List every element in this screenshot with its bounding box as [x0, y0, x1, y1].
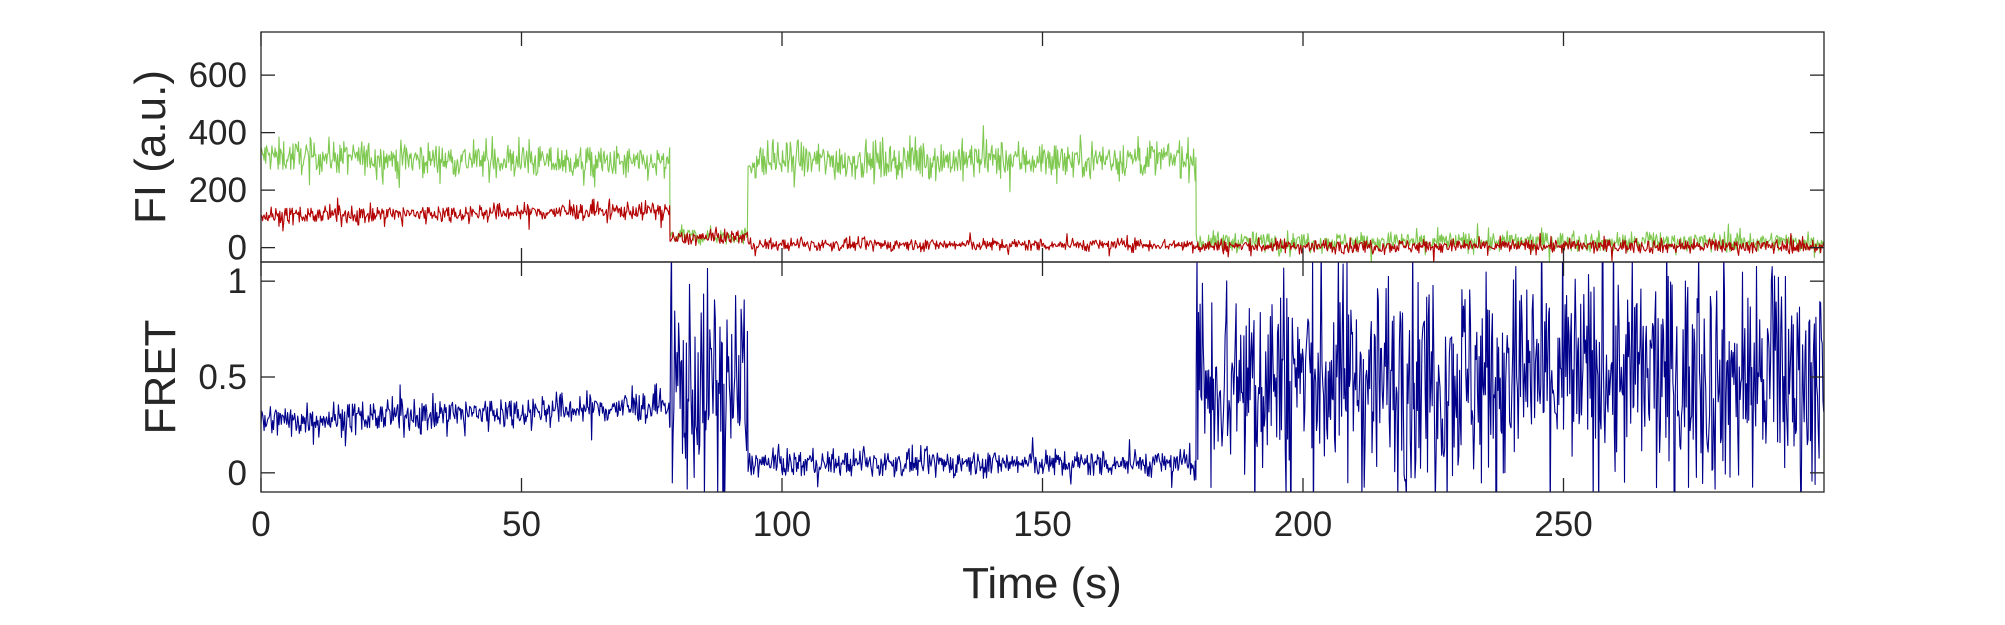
top-y-tick-label: 200	[189, 171, 247, 210]
top-y-tick-label: 0	[228, 229, 247, 268]
x-axis-title: Time (s)	[962, 559, 1122, 608]
x-tick-label: 150	[1013, 505, 1071, 544]
bottom-series-0-line	[261, 262, 1824, 492]
x-tick-label: 50	[502, 505, 541, 544]
x-tick-label: 0	[251, 505, 270, 544]
top-y-tick-label: 600	[189, 56, 247, 95]
bottom-series-group	[261, 262, 1824, 492]
x-axis-ticks: 0 50 100 150 200 250	[251, 262, 1593, 544]
top-series-group	[261, 125, 1824, 262]
top-panel-intensity: 0 200 400 600 FI (a.u.)	[126, 31, 1825, 268]
top-series-0-line	[261, 125, 1824, 262]
bottom-y-tick-label: 1	[228, 262, 247, 301]
x-tick-label: 250	[1534, 505, 1592, 544]
x-tick-label: 100	[753, 505, 811, 544]
bottom-y-tick-label: 0	[228, 454, 247, 493]
bottom-y-tick-label: 0.5	[198, 358, 247, 397]
top-y-axis-ticks: 0 200 400 600	[189, 32, 1824, 268]
bottom-y-axis-title: FRET	[136, 320, 185, 435]
bottom-panel-fret: 00.51 0 50 100 150 200 250 FRET Time (s)	[136, 261, 1825, 608]
top-y-tick-label: 400	[189, 114, 247, 153]
bottom-y-axis-ticks: 00.51	[198, 262, 1824, 493]
top-y-axis-title: FI (a.u.)	[126, 70, 175, 224]
x-tick-label: 200	[1274, 505, 1332, 544]
top-series-1-line	[261, 197, 1824, 262]
